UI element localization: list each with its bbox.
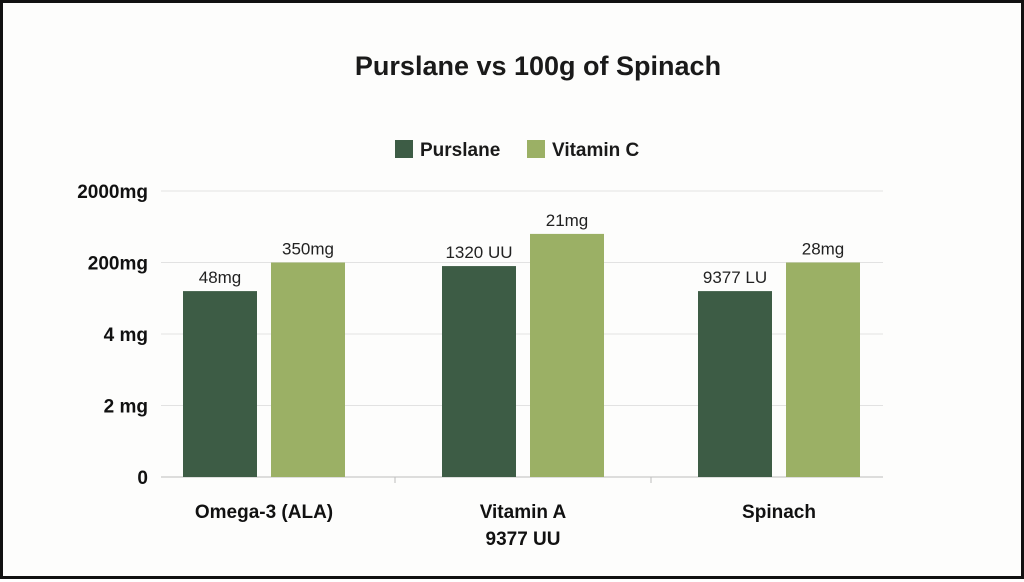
y-tick-label: 2 mg (104, 397, 148, 418)
category-label: Spinach (742, 502, 816, 523)
data-label-vitamin-c: 28mg (802, 240, 845, 259)
y-tick-label: 200mg (88, 254, 148, 275)
data-label-purslane: 9377 LU (703, 268, 767, 287)
bar-purslane (442, 266, 516, 477)
bar-chart: Purslane vs 100g of Spinach Purslane Vitam… (77, 51, 883, 550)
bar-vitamin-c (271, 262, 345, 477)
legend-swatch-purslane (395, 140, 413, 158)
bar-purslane (183, 291, 257, 477)
data-label-vitamin-c: 21mg (546, 211, 589, 230)
legend-label-vitamin-c: Vitamin C (552, 140, 640, 161)
y-tick-label: 0 (137, 468, 148, 489)
data-label-purslane: 1320 UU (445, 243, 512, 262)
bar-vitamin-c (786, 262, 860, 477)
data-label-vitamin-c: 350mg (282, 240, 334, 259)
legend-label-purslane: Purslane (420, 140, 500, 161)
category-label: Vitamin A (480, 502, 567, 523)
category-label: 9377 UU (486, 529, 561, 550)
chart-title: Purslane vs 100g of Spinach (355, 51, 721, 81)
y-tick-label: 4 mg (104, 325, 148, 346)
bar-vitamin-c (530, 233, 604, 477)
bar-purslane (698, 291, 772, 477)
category-label: Omega-3 (ALA) (195, 502, 333, 523)
data-label-purslane: 48mg (199, 268, 242, 287)
y-tick-label: 2000mg (77, 182, 148, 203)
legend-swatch-vitamin-c (527, 140, 545, 158)
